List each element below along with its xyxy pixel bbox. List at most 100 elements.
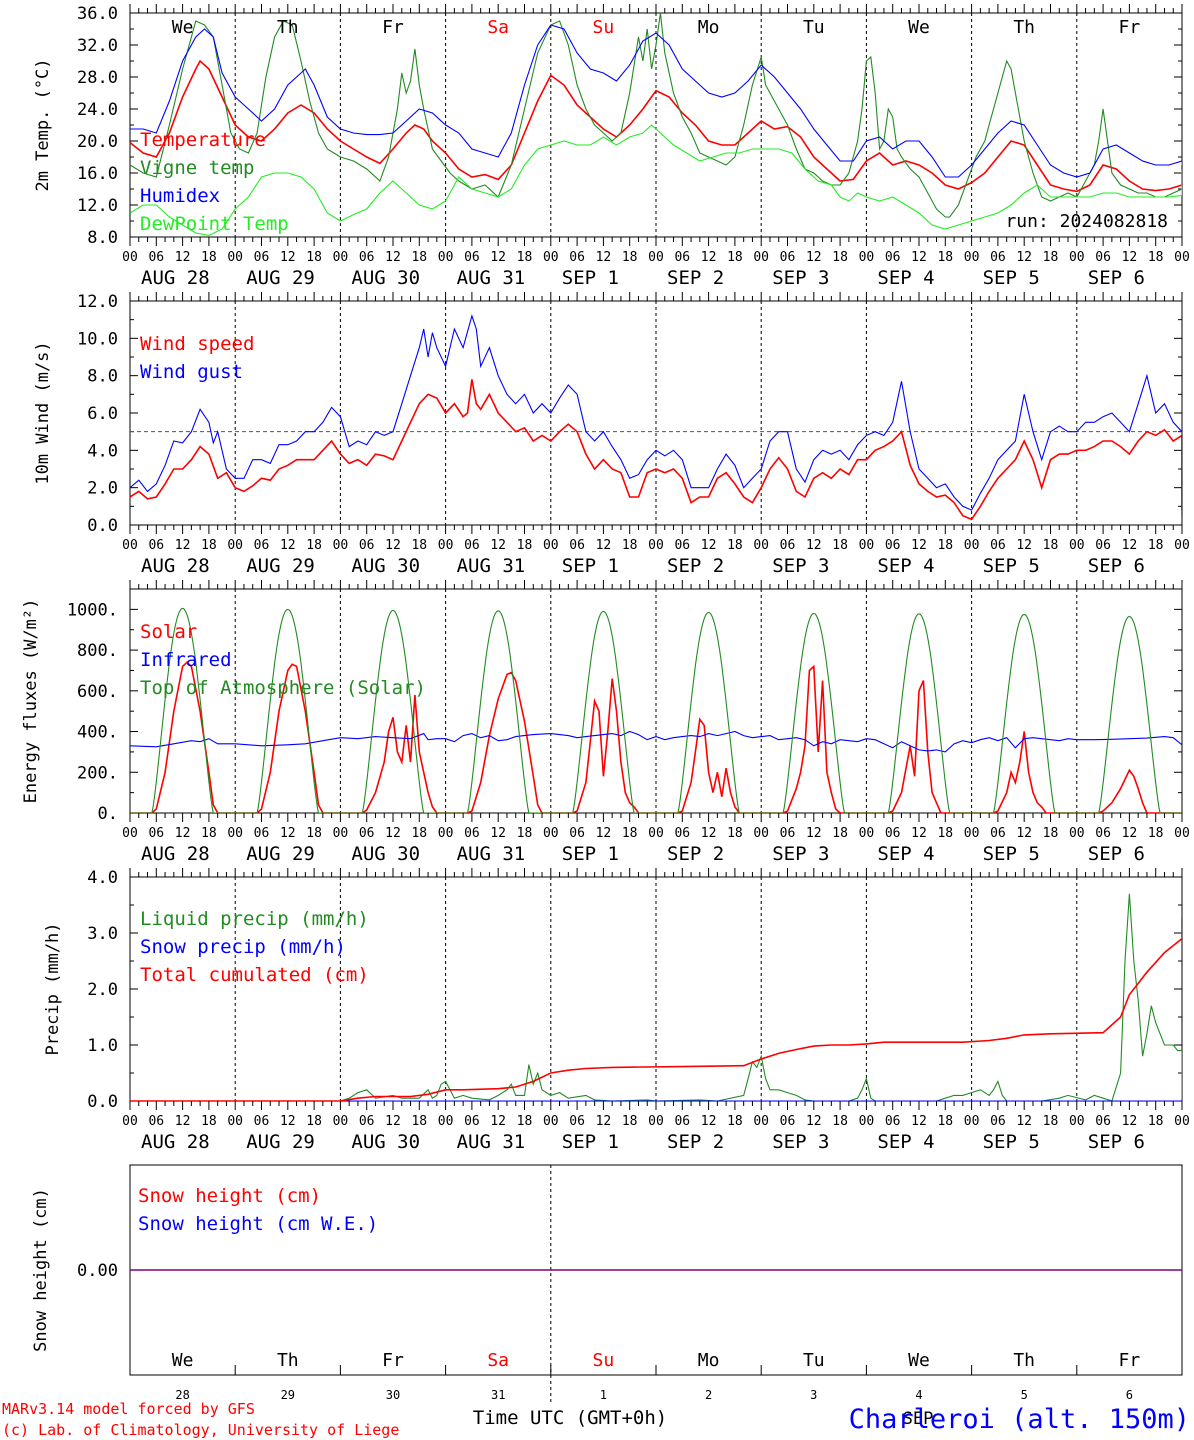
hour-tick-label: 18 bbox=[832, 538, 848, 553]
series-line-dewpoint-temp bbox=[130, 124, 1182, 236]
hour-tick-label: 06 bbox=[780, 826, 796, 841]
hour-tick-label: 06 bbox=[1095, 538, 1111, 553]
hour-tick-label: 00 bbox=[964, 1114, 980, 1129]
hour-tick-label: 00 bbox=[648, 826, 664, 841]
hour-tick-label: 12 bbox=[1016, 538, 1032, 553]
hour-tick-label: 00 bbox=[753, 826, 769, 841]
legend-entry: Solar bbox=[140, 621, 197, 643]
day-of-month-label: 2 bbox=[705, 1388, 712, 1402]
hour-tick-label: 18 bbox=[1148, 1114, 1164, 1129]
hour-tick-label: 12 bbox=[911, 826, 927, 841]
hour-tick-label: 12 bbox=[490, 538, 506, 553]
date-label: SEP 4 bbox=[877, 267, 934, 289]
hour-tick-label: 12 bbox=[701, 1114, 717, 1129]
hour-tick-label: 12 bbox=[280, 1114, 296, 1129]
date-label: SEP 1 bbox=[562, 1131, 619, 1153]
y-tick-label: 12.0 bbox=[77, 196, 118, 216]
hour-tick-label: 00 bbox=[753, 250, 769, 265]
date-label: SEP 2 bbox=[667, 1131, 724, 1153]
hour-tick-label: 00 bbox=[1069, 250, 1085, 265]
hour-tick-label: 06 bbox=[254, 826, 270, 841]
y-tick-label: 600. bbox=[77, 682, 118, 702]
legend-entry: Wind gust bbox=[140, 361, 243, 383]
weekday-label: Fr bbox=[1119, 1350, 1141, 1371]
weekday-label: Th bbox=[277, 17, 299, 38]
date-label: SEP 3 bbox=[772, 1131, 829, 1153]
model-credit: MARv3.14 model forced by GFS bbox=[2, 1400, 255, 1418]
hour-tick-label: 06 bbox=[1095, 250, 1111, 265]
hour-tick-label: 12 bbox=[385, 250, 401, 265]
hour-tick-label: 18 bbox=[1148, 538, 1164, 553]
weekday-label: Tu bbox=[803, 17, 825, 38]
weekday-label: Sa bbox=[487, 1350, 509, 1371]
hour-tick-label: 18 bbox=[1043, 250, 1059, 265]
date-label: AUG 30 bbox=[351, 843, 420, 865]
hour-tick-label: 12 bbox=[806, 538, 822, 553]
hour-tick-label: 00 bbox=[122, 538, 138, 553]
hour-tick-label: 12 bbox=[1016, 250, 1032, 265]
weekday-label: We bbox=[172, 17, 194, 38]
hour-tick-label: 06 bbox=[148, 826, 164, 841]
date-label: SEP 2 bbox=[667, 843, 724, 865]
day-of-month-label: 6 bbox=[1126, 1388, 1133, 1402]
hour-tick-label: 06 bbox=[780, 1114, 796, 1129]
date-label: SEP 5 bbox=[983, 267, 1040, 289]
y-tick-label: 400. bbox=[77, 723, 118, 743]
hour-tick-label: 06 bbox=[990, 1114, 1006, 1129]
day-of-month-label: 28 bbox=[175, 1388, 189, 1402]
legend-entry: Snow height (cm W.E.) bbox=[138, 1213, 378, 1235]
hour-tick-label: 18 bbox=[1148, 826, 1164, 841]
date-label: AUG 30 bbox=[351, 555, 420, 577]
hour-tick-label: 18 bbox=[727, 826, 743, 841]
hour-tick-label: 18 bbox=[411, 826, 427, 841]
date-label: SEP 6 bbox=[1088, 843, 1145, 865]
hour-tick-label: 06 bbox=[674, 538, 690, 553]
hour-tick-label: 18 bbox=[306, 250, 322, 265]
y-tick-label: 2.0 bbox=[87, 980, 118, 1000]
date-label: SEP 5 bbox=[983, 843, 1040, 865]
hour-tick-label: 00 bbox=[648, 538, 664, 553]
run-label: run: 2024082818 bbox=[1005, 211, 1168, 232]
weekday-label: We bbox=[908, 17, 930, 38]
hour-tick-label: 06 bbox=[990, 826, 1006, 841]
hour-tick-label: 00 bbox=[1069, 826, 1085, 841]
hour-tick-label: 00 bbox=[648, 1114, 664, 1129]
hour-tick-label: 18 bbox=[832, 250, 848, 265]
hour-tick-label: 18 bbox=[411, 250, 427, 265]
hour-tick-label: 18 bbox=[937, 250, 953, 265]
hour-tick-label: 12 bbox=[701, 538, 717, 553]
date-label: SEP 4 bbox=[877, 843, 934, 865]
hour-tick-label: 12 bbox=[175, 250, 191, 265]
month-label: SEP bbox=[903, 1409, 934, 1429]
hour-tick-label: 18 bbox=[727, 1114, 743, 1129]
date-label: AUG 31 bbox=[457, 1131, 526, 1153]
y-tick-label: 0. bbox=[98, 804, 118, 824]
time-axis-label: Time UTC (GMT+0h) bbox=[473, 1407, 667, 1429]
hour-tick-label: 18 bbox=[727, 250, 743, 265]
legend-entry: Wind speed bbox=[140, 333, 254, 355]
hour-tick-label: 06 bbox=[885, 538, 901, 553]
hour-tick-label: 06 bbox=[148, 1114, 164, 1129]
date-label: SEP 1 bbox=[562, 555, 619, 577]
weekday-label: We bbox=[908, 1350, 930, 1371]
hour-tick-label: 12 bbox=[806, 250, 822, 265]
hour-tick-label: 18 bbox=[832, 1114, 848, 1129]
lab-credit: (c) Lab. of Climatology, University of L… bbox=[2, 1421, 399, 1439]
weekday-label: Su bbox=[593, 17, 615, 38]
panels: 00 06 12 18 00 06 12 18 00 06 12 18 00 06 12 18 00 06 12 18… bbox=[21, 4, 1190, 1405]
legend-entry: Temperature bbox=[140, 129, 266, 151]
series-line-wind-speed bbox=[130, 379, 1182, 521]
hour-tick-label: 06 bbox=[569, 826, 585, 841]
legend-entry: Liquid precip (mm/h) bbox=[140, 908, 369, 930]
hour-tick-label: 00 bbox=[964, 826, 980, 841]
hour-tick-label: 18 bbox=[201, 826, 217, 841]
hour-tick-label: 06 bbox=[359, 1114, 375, 1129]
hour-tick-label: 12 bbox=[1122, 826, 1138, 841]
hour-tick-label: 00 bbox=[859, 250, 875, 265]
y-tick-label: 10.0 bbox=[77, 329, 118, 349]
weekday-label: Mo bbox=[698, 17, 720, 38]
hour-tick-label: 06 bbox=[254, 250, 270, 265]
hour-tick-label: 00 bbox=[543, 250, 559, 265]
hour-tick-label: 00 bbox=[227, 250, 243, 265]
